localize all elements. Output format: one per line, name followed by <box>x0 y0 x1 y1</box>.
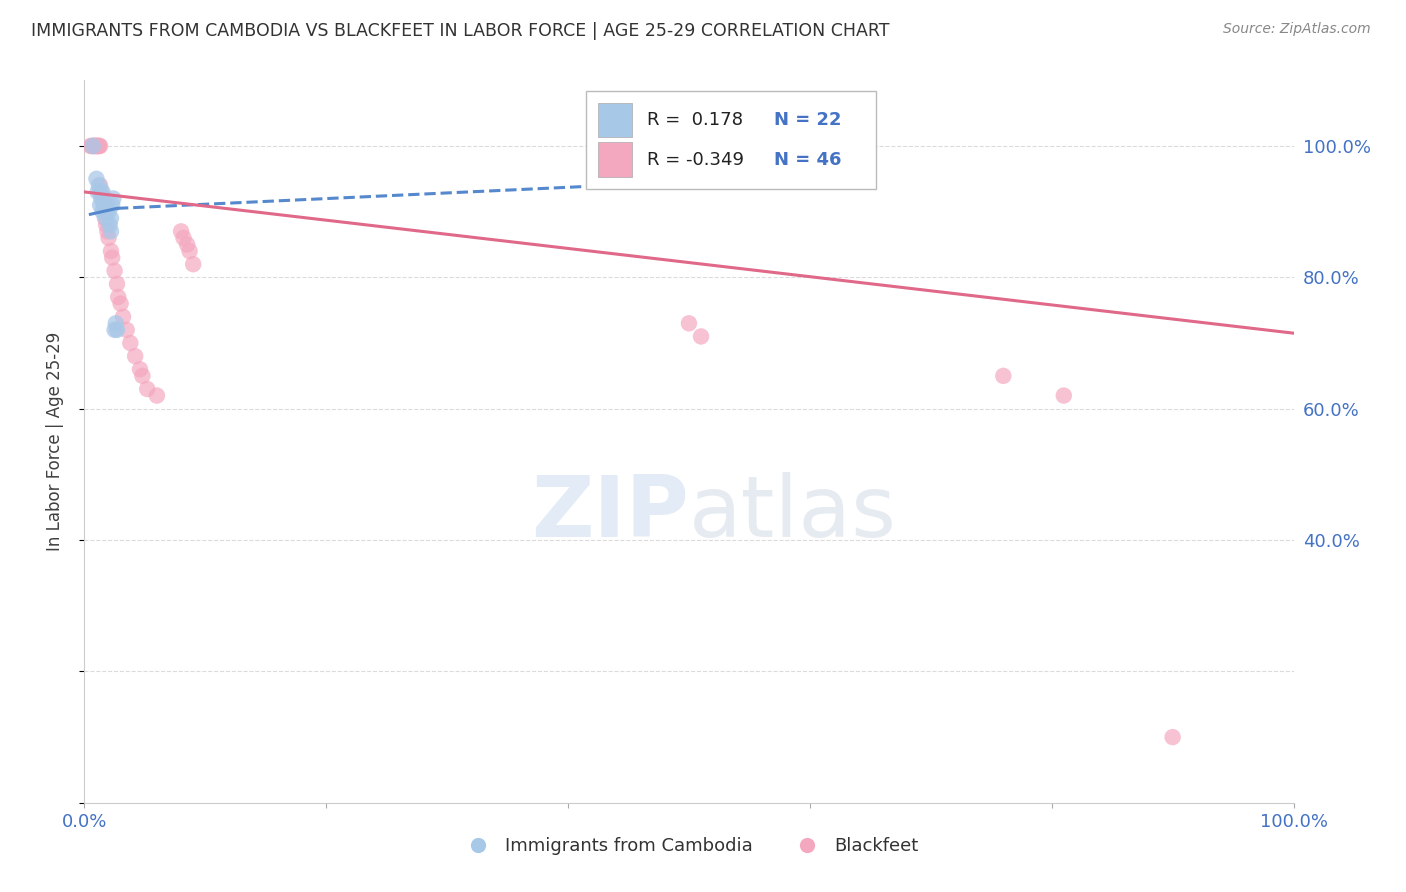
Text: N = 22: N = 22 <box>773 111 841 129</box>
Point <box>86 185 108 199</box>
Point <box>100 224 122 238</box>
Point <box>79 139 101 153</box>
Point <box>87 139 110 153</box>
Point <box>181 257 204 271</box>
Point <box>96 224 118 238</box>
Point <box>1053 388 1076 402</box>
Point <box>97 204 120 219</box>
Point <box>90 185 112 199</box>
Point <box>96 198 118 212</box>
Text: IMMIGRANTS FROM CAMBODIA VS BLACKFEET IN LABOR FORCE | AGE 25-29 CORRELATION CHA: IMMIGRANTS FROM CAMBODIA VS BLACKFEET IN… <box>31 22 890 40</box>
Point <box>98 218 121 232</box>
Point <box>993 368 1015 383</box>
Point <box>83 139 105 153</box>
Point <box>90 192 112 206</box>
Point <box>104 316 127 330</box>
Point <box>110 296 132 310</box>
Point <box>89 139 111 153</box>
Point <box>89 185 111 199</box>
Point <box>112 310 135 324</box>
Point <box>104 264 127 278</box>
Point <box>84 139 107 153</box>
Point <box>97 231 120 245</box>
Y-axis label: In Labor Force | Age 25-29: In Labor Force | Age 25-29 <box>45 332 63 551</box>
Point <box>94 211 117 226</box>
Text: R =  0.178: R = 0.178 <box>647 111 742 129</box>
Point <box>105 323 128 337</box>
Point <box>89 178 111 193</box>
Point <box>129 362 152 376</box>
Text: atlas: atlas <box>689 472 897 556</box>
Text: Source: ZipAtlas.com: Source: ZipAtlas.com <box>1223 22 1371 37</box>
Point <box>86 171 108 186</box>
Point <box>91 204 114 219</box>
Point <box>115 323 138 337</box>
Point <box>93 198 115 212</box>
Point <box>105 277 128 291</box>
Point <box>176 237 198 252</box>
Point <box>80 139 103 153</box>
Point <box>136 382 159 396</box>
Point <box>131 368 153 383</box>
Point <box>146 388 169 402</box>
Point <box>87 139 110 153</box>
Point <box>91 192 114 206</box>
Point <box>89 198 111 212</box>
Point <box>103 192 125 206</box>
Point <box>690 329 713 343</box>
Point <box>100 211 122 226</box>
Point <box>87 178 110 193</box>
Point <box>179 244 201 258</box>
Point <box>93 198 115 212</box>
Point <box>170 224 193 238</box>
Point <box>84 139 107 153</box>
Point <box>101 198 124 212</box>
Point <box>86 139 108 153</box>
Text: N = 46: N = 46 <box>773 151 841 169</box>
Point <box>124 349 146 363</box>
Point <box>82 139 104 153</box>
Point <box>94 204 117 219</box>
Legend: Immigrants from Cambodia, Blackfeet: Immigrants from Cambodia, Blackfeet <box>453 830 925 863</box>
Point <box>100 244 122 258</box>
FancyBboxPatch shape <box>586 91 876 189</box>
Point <box>104 323 127 337</box>
Point <box>107 290 129 304</box>
Point <box>94 218 117 232</box>
Point <box>83 139 105 153</box>
Point <box>86 139 108 153</box>
Bar <box>599 143 633 178</box>
Text: ZIP: ZIP <box>531 472 689 556</box>
Text: R = -0.349: R = -0.349 <box>647 151 744 169</box>
Point <box>1161 730 1184 744</box>
Point <box>91 185 114 199</box>
Point <box>173 231 195 245</box>
Point <box>86 139 108 153</box>
Point <box>120 336 142 351</box>
Point <box>86 139 108 153</box>
Point <box>101 251 124 265</box>
Point <box>82 139 104 153</box>
Point <box>94 211 117 226</box>
Point <box>678 316 700 330</box>
Bar <box>599 103 633 137</box>
